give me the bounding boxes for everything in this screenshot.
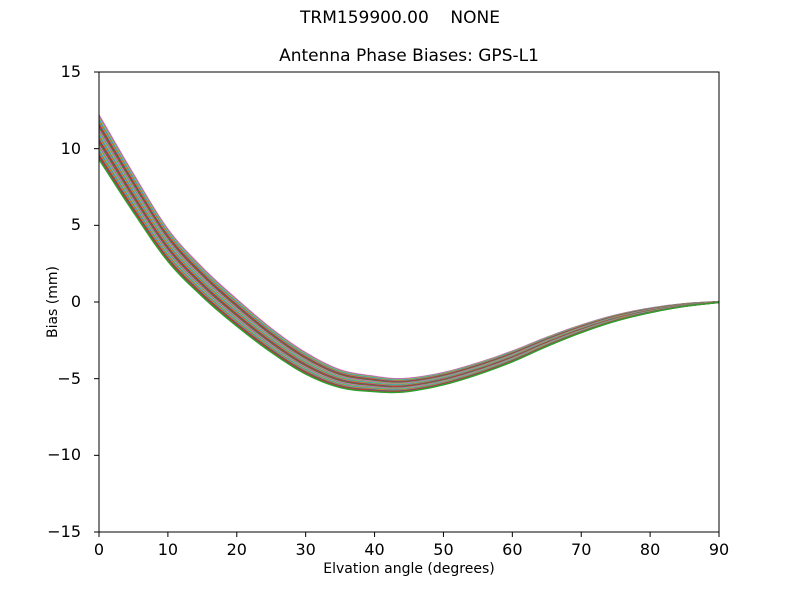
bias-curve bbox=[98, 117, 720, 381]
x-tick-label-30: 30 bbox=[295, 540, 316, 559]
y-tick-label-10: 10 bbox=[60, 138, 81, 158]
figure-suptitle: TRM159900.00 NONE bbox=[300, 8, 500, 28]
bias-curve bbox=[98, 128, 720, 384]
y-tick-label-0: 0 bbox=[70, 292, 81, 311]
bias-curve bbox=[98, 122, 720, 382]
x-tick-label-0: 0 bbox=[93, 540, 105, 559]
bias-curve bbox=[98, 114, 720, 380]
x-axis-label: Elvation angle (degrees) bbox=[323, 561, 495, 577]
x-tick-label-70: 70 bbox=[571, 540, 592, 559]
bias-curve bbox=[98, 125, 720, 383]
x-tick-label-50: 50 bbox=[433, 540, 454, 559]
y-tick-label-−10: −10 bbox=[47, 445, 81, 465]
bias-curve bbox=[98, 120, 720, 382]
x-tick-label-90: 90 bbox=[708, 540, 730, 559]
x-tick-label-10: 10 bbox=[157, 540, 179, 559]
y-tick-label-−15: −15 bbox=[47, 522, 81, 541]
x-tick-label-80: 80 bbox=[639, 540, 661, 559]
x-tick-label-60: 60 bbox=[502, 540, 523, 559]
y-axis-label: Bias (mm) bbox=[45, 265, 61, 339]
plot-border bbox=[98, 71, 720, 533]
chart-title: Antenna Phase Biases: GPS-L1 bbox=[279, 46, 539, 66]
x-tick-label-40: 40 bbox=[364, 540, 385, 559]
bias-curve bbox=[98, 159, 720, 394]
bias-curve bbox=[98, 123, 720, 383]
x-tick-label-20: 20 bbox=[226, 540, 247, 559]
bias-curve bbox=[98, 116, 720, 380]
y-tick-label-5: 5 bbox=[70, 215, 81, 235]
y-tick-label-−5: −5 bbox=[57, 368, 81, 388]
bias-curve bbox=[98, 119, 720, 381]
y-tick-label-15: 15 bbox=[60, 62, 81, 81]
bias-curve bbox=[98, 126, 720, 384]
